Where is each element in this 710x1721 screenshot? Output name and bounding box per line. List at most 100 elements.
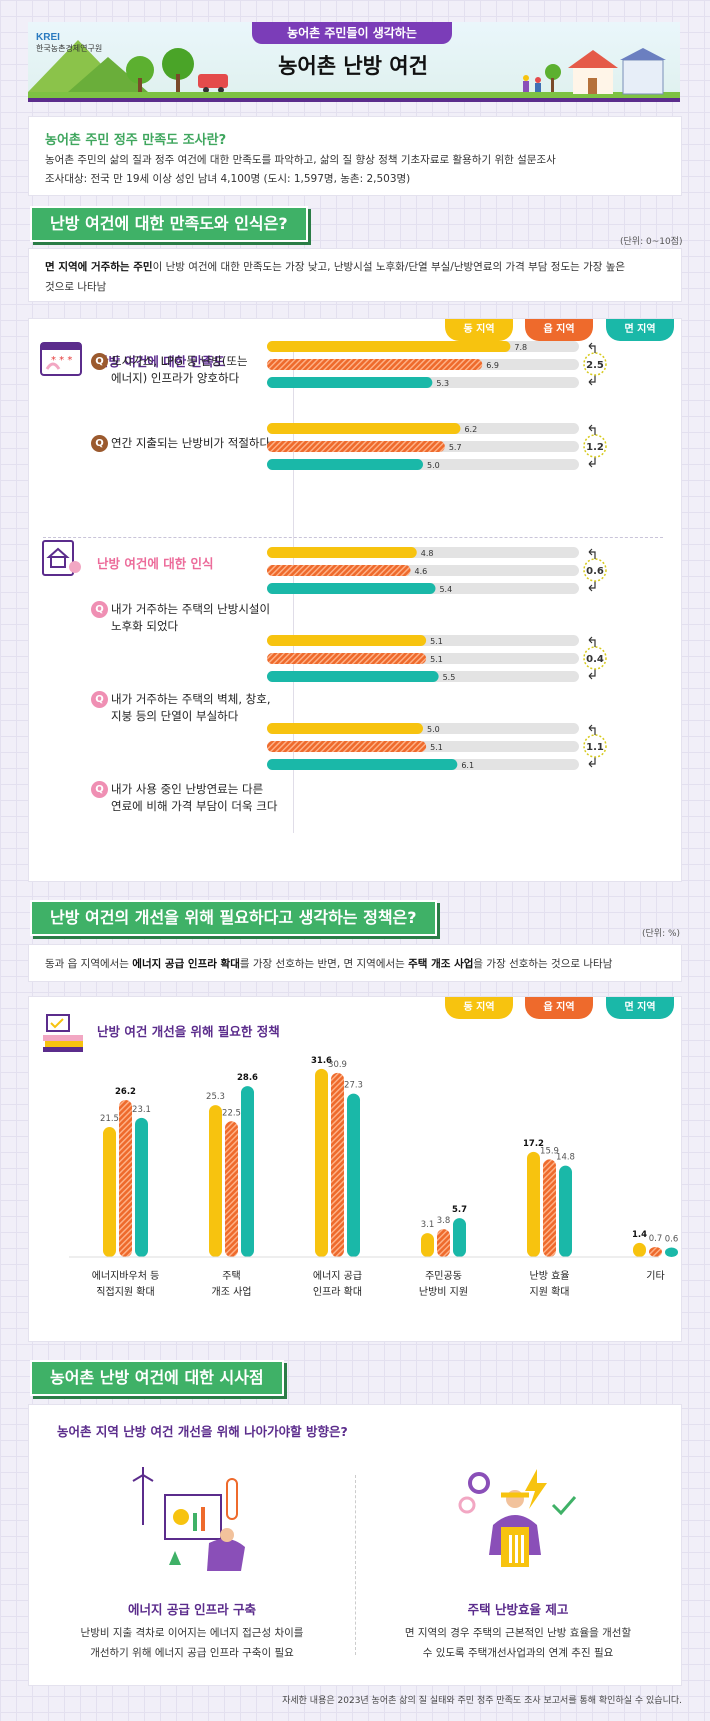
bar-value-label: 5.0: [427, 461, 440, 470]
right-desc-2: 수 있도록 주택개선사업과의 연계 추진 필요: [422, 1647, 614, 1659]
energy-infra-illustration: [129, 1465, 269, 1575]
svg-text:* * *: * * *: [51, 355, 72, 366]
bar-value-label: 5.4: [439, 585, 452, 594]
question-label: 내가 사용 중인 난방연료는 다른 연료에 비해 가격 부담이 더욱 크다: [111, 782, 278, 813]
left-title: 에너지 공급 인프라 구축: [127, 1602, 257, 1617]
legend-myeon: 면 지역: [606, 319, 674, 341]
policy-chart-card: 동 지역 읍 지역 면 지역 난방 여건 개선을 위해 필요한 정책 21.5 2…: [28, 996, 682, 1342]
bar-value-label: 15.9: [540, 1146, 559, 1156]
bar-value-label: 5.1: [430, 637, 443, 646]
question-icon: Q: [91, 691, 108, 708]
right-title: 주택 난방효율 제고: [467, 1602, 569, 1617]
bar-면 지역: [241, 1086, 254, 1257]
category-label: 에너지바우처 등: [92, 1270, 160, 1282]
gap-badge: [583, 646, 607, 670]
section1-heading: 난방 여건에 대한 만족도와 인식은?: [30, 206, 308, 242]
bar-읍 지역: [267, 441, 445, 452]
header-banner: KREI 한국농촌경제연구원 농어촌 주민들이 생각하는 농어촌 난방 여건: [28, 22, 680, 100]
bar-value-label: 23.1: [132, 1105, 151, 1115]
gap-value: 1.1: [586, 742, 604, 753]
gap-badge: [583, 734, 607, 758]
category-label: 에너지 공급: [313, 1270, 362, 1282]
bar-읍 지역: [331, 1072, 344, 1257]
bar-value-label: 6.1: [461, 761, 474, 770]
header-subtitle: 농어촌 주민들이 생각하는: [252, 22, 452, 44]
summary-line2: 것으로 나타남: [45, 281, 107, 293]
bar-동 지역: [633, 1242, 646, 1257]
bar-읍 지역: [267, 741, 427, 752]
bar-value-label: 5.7: [449, 443, 462, 452]
bar-동 지역: [267, 635, 427, 646]
bar-value-label: 0.6: [665, 1235, 679, 1245]
bar-value-label: 5.0: [427, 725, 440, 734]
question-label: 내가 거주하는 주택의 벽체, 창호, 지붕 등의 단열이 부실하다: [111, 692, 271, 723]
bar-동 지역: [421, 1233, 434, 1257]
bar-value-label: 27.3: [344, 1081, 363, 1091]
bar-면 지역: [267, 583, 436, 594]
bar-value-label: 7.8: [514, 343, 527, 352]
page-title: 농어촌 난방 여건: [278, 54, 428, 78]
bar-읍 지역: [267, 653, 427, 664]
summary-bold: 면 지역에 거주하는 주민: [45, 261, 153, 273]
survey-line1: 농어촌 주민의 삶의 질과 정주 여건에 대한 만족도를 파악하고, 삶의 질 …: [45, 154, 556, 166]
category-label: 인프라 확대: [313, 1286, 362, 1298]
bar-면 지역: [267, 759, 458, 770]
category-label: 주택: [222, 1270, 240, 1282]
bar-읍 지역: [437, 1229, 450, 1257]
bar-value-label: 5.1: [430, 655, 443, 664]
section1-summary: 면 지역에 거주하는 주민이 난방 여건에 대한 만족도는 가장 낮고, 난방시…: [28, 248, 682, 302]
question-label: 연간 지출되는 난방비가 적절하다: [111, 436, 271, 450]
bar-value-label: 3.1: [421, 1220, 435, 1230]
category-label: 기타: [646, 1270, 664, 1282]
section3-heading: 농어촌 난방 여건에 대한 시사점: [30, 1360, 284, 1396]
bar-동 지역: [267, 547, 417, 558]
bar-읍 지역: [649, 1246, 662, 1257]
krei-logo: KREI 한국농촌경제연구원: [36, 32, 102, 54]
bar-value-label: 22.5: [222, 1108, 241, 1118]
bar-value-label: 5.1: [430, 743, 443, 752]
bar-value-label: 25.3: [206, 1092, 225, 1102]
bar-면 지역: [665, 1247, 678, 1257]
bar-면 지역: [453, 1218, 466, 1257]
footer-note: 자세한 내용은 2023년 농어촌 삶의 질 실태와 주민 정주 만족도 조사 …: [282, 1696, 682, 1706]
gap-value: 2.5: [586, 360, 604, 371]
satisfaction-chart-card: 동 지역 읍 지역 면 지역 * * * 난방 여건에 대한 만족도 난방 여건…: [28, 318, 682, 882]
satisfaction-icon: * * *: [39, 339, 85, 379]
bar-동 지역: [527, 1151, 540, 1257]
bar-value-label: 0.7: [649, 1234, 663, 1244]
header-underline: [28, 98, 680, 102]
summary-text-a: 동과 읍 지역에서는: [45, 958, 133, 970]
survey-line2: 조사대상: 전국 만 19세 이상 성인 남녀 4,100명 (도시: 1,59…: [45, 173, 411, 185]
question-icon: Q: [91, 781, 108, 798]
bar-면 지역: [267, 459, 423, 470]
category-label: 직접지원 확대: [96, 1286, 154, 1298]
bar-value-label: 31.6: [311, 1056, 332, 1066]
summary-bold-a: 에너지 공급 인프라 확대: [132, 958, 240, 970]
category-label: 주민공동: [425, 1270, 462, 1282]
bar-읍 지역: [225, 1121, 238, 1257]
bar-읍 지역: [543, 1159, 556, 1257]
bar-면 지역: [559, 1165, 572, 1257]
bar-value-label: 30.9: [328, 1060, 347, 1070]
bar-value-label: 6.2: [464, 425, 477, 434]
bar-value-label: 5.7: [452, 1205, 467, 1215]
bar-동 지역: [103, 1127, 116, 1257]
question-icon: Q: [91, 435, 108, 452]
left-desc-1: 난방비 지출 격차로 이어지는 에너지 접근성 차이를: [80, 1627, 304, 1639]
gap-badge: [583, 352, 607, 376]
perception-icon: [39, 537, 85, 579]
bar-value-label: 1.4: [632, 1230, 647, 1240]
bar-동 지역: [209, 1105, 222, 1257]
bar-value-label: 26.2: [115, 1087, 136, 1097]
question-label: 도시가스, LPG 등 난방(또는 에너지) 인프라가 양호하다: [111, 354, 248, 385]
gap-badge: [583, 558, 607, 582]
bar-value-label: 3.8: [437, 1216, 451, 1226]
category-label: 개조 사업: [212, 1285, 252, 1298]
bar-value-label: 4.6: [415, 567, 428, 576]
bar-value-label: 5.5: [443, 673, 456, 682]
section2-summary: 동과 읍 지역에서는 에너지 공급 인프라 확대를 가장 선호하는 반면, 면 …: [28, 944, 682, 982]
bar-동 지역: [267, 423, 461, 434]
summary-text-c: 를 가장 선호하는 반면, 면 지역에서는: [239, 958, 409, 970]
landscape-illustration: [28, 40, 680, 100]
bar-value-label: 5.3: [436, 379, 449, 388]
